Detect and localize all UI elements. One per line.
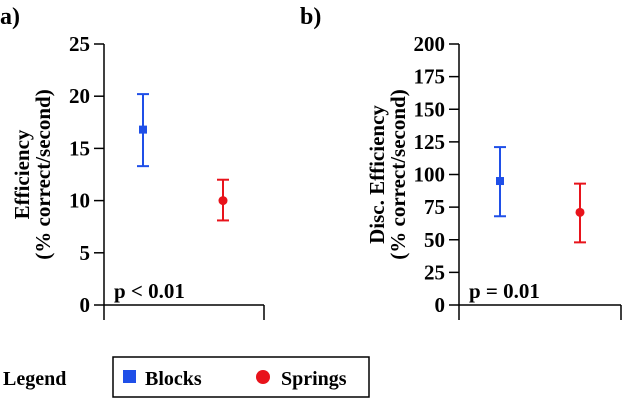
p-value-annotation: p < 0.01 [114,279,185,303]
y-tick-label: 75 [424,195,445,219]
y-tick-label: 50 [424,228,445,252]
y-tick-label: 25 [424,260,445,284]
y-tick-label: 175 [414,65,446,89]
y-tick-label: 20 [69,84,90,108]
point-springs [218,196,228,206]
y-tick-label: 25 [69,32,90,56]
panel-a: a) 0 5 10 15 20 25 Efficiency(% correct/second)… [0,4,265,320]
y-tick-label: 200 [414,32,446,56]
legend-title: Legend [3,368,66,390]
legend-label-springs: Springs [281,368,347,390]
panel-label: a) [0,4,20,30]
y-tick-label: 125 [414,130,446,154]
y-tick-label: 5 [80,241,91,265]
y-axis-label: Disc. Efficiency [365,105,389,244]
legend: Legend Blocks Springs [3,356,370,398]
legend-marker-blocks [123,370,136,383]
legend-label-blocks: Blocks [145,368,202,390]
y-tick-label: 0 [80,293,91,317]
y-tick-label: 0 [435,293,446,317]
y-tick-label: 100 [414,163,446,187]
y-tick-label: 10 [69,189,90,213]
point-springs [575,207,585,217]
y-tick-label: 15 [69,136,90,160]
y-tick-label: 150 [414,97,446,121]
y-axis-label: Efficiency [10,129,34,219]
legend-marker-springs [256,370,270,384]
point-blocks [496,177,504,186]
point-blocks [139,125,147,134]
panel-b: b) 0 25 50 75 100 125 150 175 200 Disc. Efficiency… [300,4,622,320]
y-axis-label-units: (% correct/second) [386,89,410,259]
panel-label: b) [300,4,321,30]
legend-box [112,356,370,398]
p-value-annotation: p = 0.01 [469,279,540,303]
y-axis-label-units: (% correct/second) [31,89,55,259]
